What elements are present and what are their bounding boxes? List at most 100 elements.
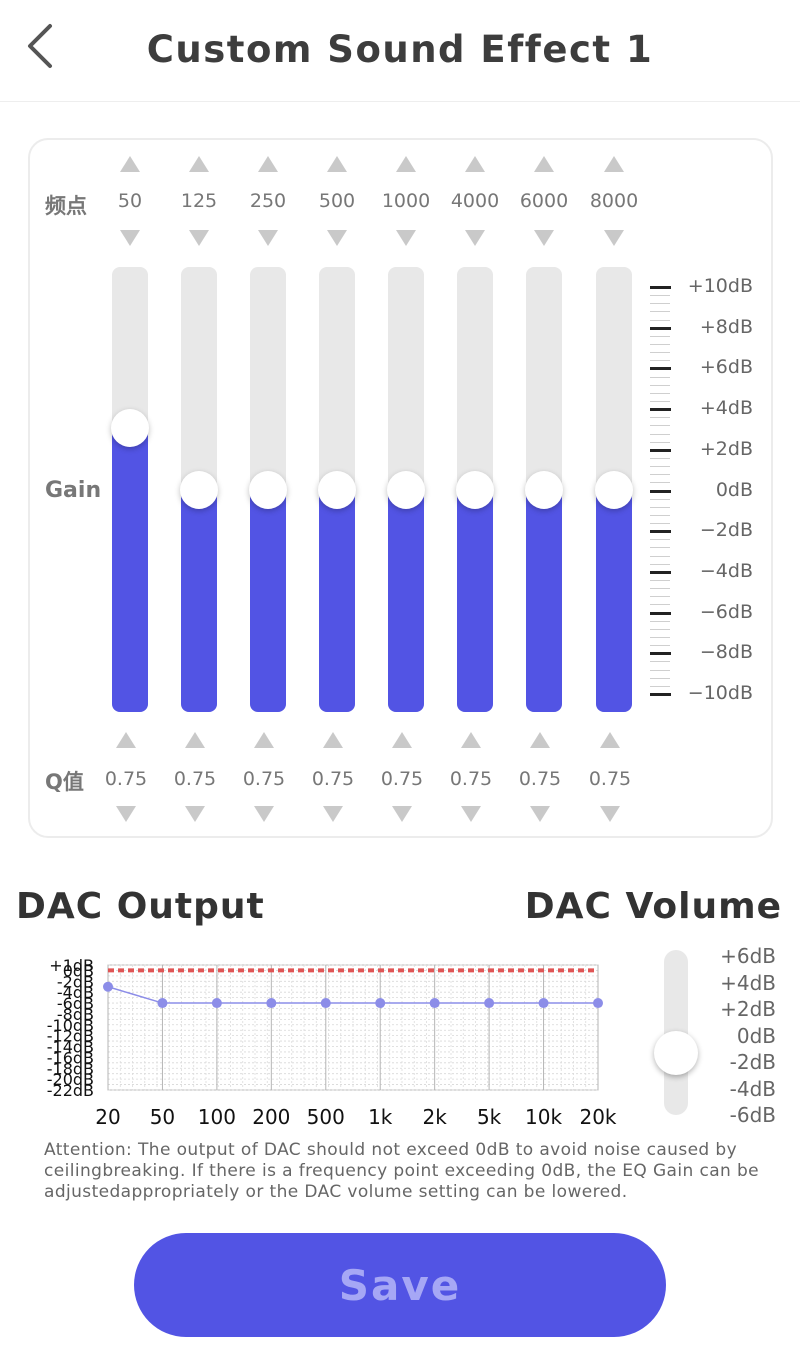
save-button[interactable]: Save	[134, 1233, 666, 1337]
q-down-arrow-icon[interactable]	[254, 806, 274, 822]
q-up-arrow-icon[interactable]	[323, 732, 343, 748]
gain-scale-label: +8dB	[699, 315, 753, 338]
q-up-arrow-icon[interactable]	[392, 732, 412, 748]
q-value[interactable]: 0.75	[173, 768, 217, 790]
q-value[interactable]: 0.75	[518, 768, 562, 790]
gain-slider-knob[interactable]	[111, 409, 149, 448]
frequency-value[interactable]: 4000	[450, 190, 500, 212]
gain-scale-tick	[650, 448, 671, 452]
freq-down-arrow-icon[interactable]	[189, 230, 209, 246]
gain-scale-tick	[650, 474, 670, 476]
freq-down-arrow-icon[interactable]	[465, 230, 485, 246]
gain-slider-knob[interactable]	[595, 470, 633, 509]
gain-slider-knob[interactable]	[456, 470, 494, 509]
gain-slider-knob[interactable]	[249, 470, 287, 509]
gain-scale-tick	[650, 466, 670, 468]
q-down-arrow-icon[interactable]	[116, 806, 136, 822]
q-value[interactable]: 0.75	[311, 768, 355, 790]
gain-scale-tick	[650, 620, 670, 622]
freq-up-arrow-icon[interactable]	[534, 156, 554, 172]
q-value[interactable]: 0.75	[449, 768, 493, 790]
frequency-value[interactable]: 6000	[519, 190, 569, 212]
frequency-value[interactable]: 500	[318, 190, 356, 212]
gain-slider[interactable]	[111, 267, 149, 712]
y-tick-label: -10dB	[47, 1016, 94, 1035]
q-up-arrow-icon[interactable]	[530, 732, 550, 748]
y-tick-label: -20dB	[47, 1070, 94, 1089]
q-value[interactable]: 0.75	[242, 768, 286, 790]
freq-up-arrow-icon[interactable]	[465, 156, 485, 172]
q-value[interactable]: 0.75	[104, 768, 148, 790]
gain-scale-tick	[650, 555, 670, 557]
frequency-value[interactable]: 125	[180, 190, 218, 212]
freq-up-arrow-icon[interactable]	[604, 156, 624, 172]
q-value[interactable]: 0.75	[380, 768, 424, 790]
dac-output-point	[484, 998, 495, 1009]
gain-slider-knob[interactable]	[180, 470, 218, 509]
q-up-arrow-icon[interactable]	[461, 732, 481, 748]
dac-output-point	[103, 981, 113, 992]
freq-down-arrow-icon[interactable]	[120, 230, 140, 246]
gain-scale-tick	[650, 669, 670, 671]
gain-slider[interactable]	[525, 267, 563, 712]
gain-slider-knob[interactable]	[387, 470, 425, 509]
frequency-value[interactable]: 8000	[589, 190, 639, 212]
frequency-row-label: 频点	[45, 194, 87, 218]
freq-up-arrow-icon[interactable]	[189, 156, 209, 172]
dac-volume-knob[interactable]	[654, 1030, 698, 1075]
q-down-arrow-icon[interactable]	[461, 806, 481, 822]
gain-slider[interactable]	[249, 267, 287, 712]
gain-scale-tick	[650, 539, 670, 541]
freq-down-arrow-icon[interactable]	[604, 230, 624, 246]
q-down-arrow-icon[interactable]	[185, 806, 205, 822]
q-down-arrow-icon[interactable]	[392, 806, 412, 822]
q-up-arrow-icon[interactable]	[185, 732, 205, 748]
frequency-value[interactable]: 50	[117, 190, 143, 212]
gain-slider[interactable]	[180, 267, 218, 712]
freq-down-arrow-icon[interactable]	[327, 230, 347, 246]
x-tick-label: 50	[150, 1105, 175, 1129]
back-button[interactable]	[22, 22, 62, 70]
gain-slider-knob[interactable]	[525, 470, 563, 509]
q-up-arrow-icon[interactable]	[600, 732, 620, 748]
gain-scale-tick	[650, 652, 671, 656]
gain-slider[interactable]	[387, 267, 425, 712]
gain-scale-tick	[650, 523, 670, 525]
freq-down-arrow-icon[interactable]	[258, 230, 278, 246]
frequency-value[interactable]: 250	[249, 190, 287, 212]
gain-slider[interactable]	[456, 267, 494, 712]
q-down-arrow-icon[interactable]	[530, 806, 550, 822]
gain-scale-tick	[650, 506, 670, 508]
q-down-arrow-icon[interactable]	[323, 806, 343, 822]
gain-scale-tick	[650, 661, 670, 663]
freq-up-arrow-icon[interactable]	[396, 156, 416, 172]
gain-slider-knob[interactable]	[318, 470, 356, 509]
frequency-value[interactable]: 1000	[381, 190, 431, 212]
q-up-arrow-icon[interactable]	[116, 732, 136, 748]
freq-up-arrow-icon[interactable]	[258, 156, 278, 172]
q-down-arrow-icon[interactable]	[600, 806, 620, 822]
dac-volume-slider[interactable]	[654, 950, 698, 1115]
gain-scale-tick	[650, 433, 670, 435]
y-tick-label: -4dB	[57, 983, 94, 1002]
q-up-arrow-icon[interactable]	[254, 732, 274, 748]
y-tick-label: -12dB	[47, 1027, 94, 1046]
y-tick-label: -8dB	[57, 1005, 94, 1024]
freq-down-arrow-icon[interactable]	[534, 230, 554, 246]
gain-slider-fill	[112, 428, 148, 712]
freq-down-arrow-icon[interactable]	[396, 230, 416, 246]
dac-output-chart: +1dB0dB-2dB-4dB-6dB-8dB-10dB-12dB-14dB-1…	[47, 956, 617, 1129]
gain-scale-tick	[650, 677, 670, 679]
gain-slider-fill	[388, 489, 424, 712]
dac-output-point	[266, 998, 277, 1009]
dac-output-point	[375, 998, 386, 1009]
dac-volume-title: DAC Volume	[524, 886, 782, 927]
freq-up-arrow-icon[interactable]	[120, 156, 140, 172]
x-tick-label: 1k	[368, 1105, 393, 1129]
gain-slider[interactable]	[595, 267, 633, 712]
gain-slider[interactable]	[318, 267, 356, 712]
dac-volume-label: +2dB	[720, 997, 776, 1021]
gain-scale-tick	[650, 457, 670, 459]
freq-up-arrow-icon[interactable]	[327, 156, 347, 172]
q-value[interactable]: 0.75	[588, 768, 632, 790]
